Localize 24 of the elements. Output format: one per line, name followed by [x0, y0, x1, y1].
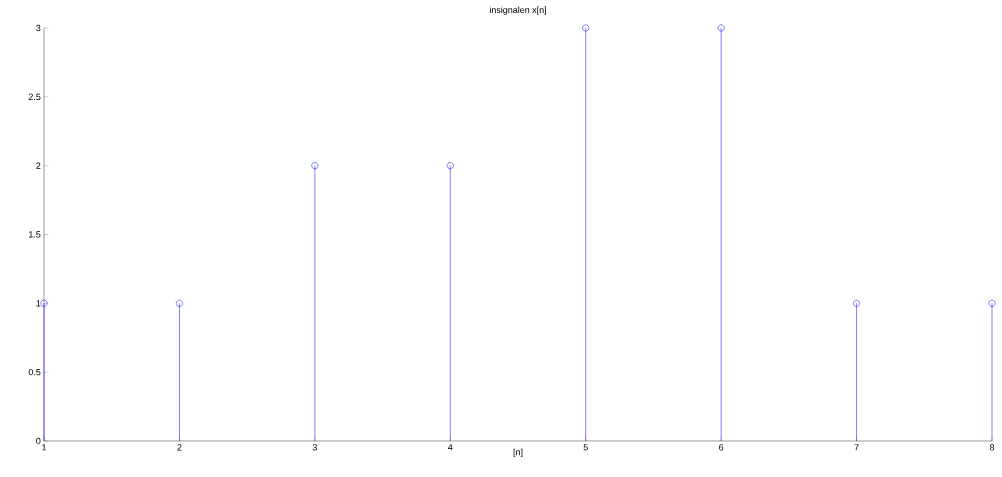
- point: [311, 162, 319, 170]
- x-tick-label: 8: [989, 444, 995, 451]
- x-tick-label: 1: [42, 444, 47, 451]
- point: [176, 299, 183, 307]
- x-tick-label: 2: [177, 444, 182, 451]
- y-tick-label: 2.5: [28, 93, 41, 100]
- y-tick-label: 0: [36, 437, 41, 445]
- y-tick-label: 1.5: [29, 231, 41, 238]
- x-tick-label: 3: [312, 444, 317, 451]
- x-axis-title: [n]: [513, 448, 523, 458]
- x-tick-label: 7: [854, 444, 859, 451]
- y-tick-label: 3: [36, 24, 41, 32]
- y-tick-label: 2: [36, 162, 41, 169]
- point: [582, 24, 590, 32]
- point: [853, 299, 861, 307]
- chart-title: insignalen x[n]: [489, 6, 547, 15]
- point: [446, 162, 454, 170]
- point: [988, 299, 996, 307]
- x-tick-label: 6: [719, 444, 724, 451]
- point: [717, 24, 725, 32]
- y-tick-label: 1: [36, 300, 41, 307]
- x-tick-label: 4: [448, 444, 453, 451]
- x-tick-label: 5: [583, 444, 588, 451]
- y-tick-label: 0.5: [28, 368, 41, 376]
